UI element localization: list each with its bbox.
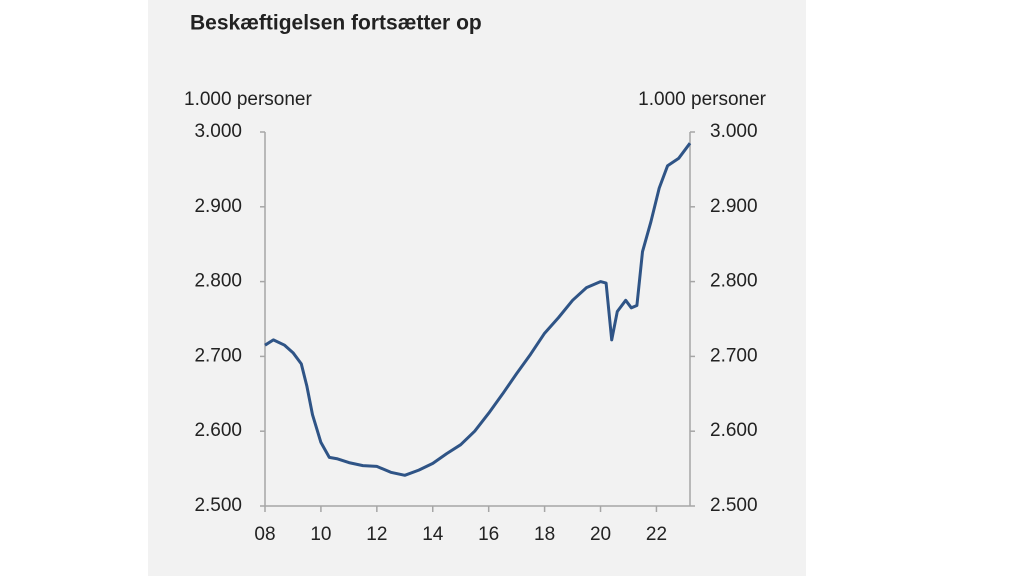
- y-axis-label: 1.000 personer: [184, 89, 312, 110]
- x-tick-label: 08: [254, 524, 275, 545]
- y2-tick-label: 2.600: [710, 420, 758, 441]
- data-line: [264, 142, 692, 477]
- y2-axis-label: 1.000 personer: [638, 89, 766, 110]
- y2-tick-label: 3.000: [710, 121, 758, 142]
- y-tick-label: 3.000: [194, 121, 242, 142]
- panel: [148, 0, 806, 576]
- x-tick-label: 16: [478, 524, 499, 545]
- y-tick-label: 2.600: [194, 420, 242, 441]
- y2-tick-label: 2.500: [710, 495, 758, 516]
- y2-tick-label: 2.700: [710, 345, 758, 366]
- x-tick-label: 12: [366, 524, 387, 545]
- x-tick-label: 18: [534, 524, 555, 545]
- y-tick-label: 2.700: [194, 345, 242, 366]
- y-tick-label: 2.800: [194, 271, 242, 292]
- x-tick-label: 20: [590, 524, 611, 545]
- chart-title: Beskæftigelsen fortsætter op: [190, 12, 482, 35]
- y2-tick-label: 2.900: [710, 196, 758, 217]
- x-tick-label: 10: [310, 524, 331, 545]
- x-tick-label: 22: [646, 524, 667, 545]
- y-tick-label: 2.900: [194, 196, 242, 217]
- y-tick-label: 2.500: [194, 495, 242, 516]
- y2-tick-label: 2.800: [710, 271, 758, 292]
- x-tick-label: 14: [422, 524, 444, 545]
